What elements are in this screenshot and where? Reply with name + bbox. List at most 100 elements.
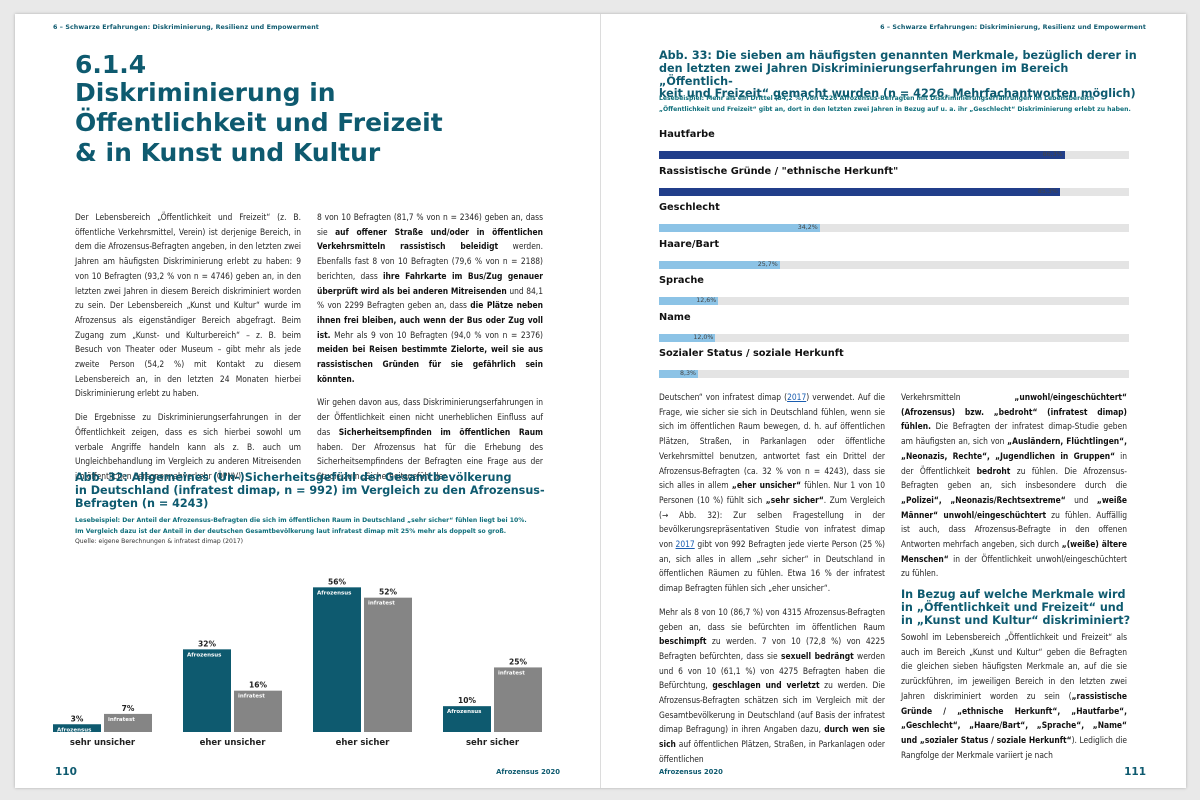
right-page: 6 – Schwarze Erfahrungen: Diskriminierun… [601,14,1186,788]
paragraph: Mehr als 8 von 10 (86,7 %) von 4315 Afro… [659,605,885,767]
section-title: Diskriminierung in Öffentlichkeit und Fr… [75,78,545,168]
bar-infratest [234,690,282,732]
bar-series-label: Afrozensus [187,652,222,658]
text-run: Mehr als 8 von 10 (86,7 %) von 4315 Afro… [659,606,885,632]
ranking-label: Name [659,311,691,323]
ranking-value-label: 8,3% [680,370,696,377]
text-run: zu fühlen. Die Afrozensus-Befragten gebe… [901,465,1127,491]
text-emphasis: Sicherheitsempfinden im öffentlichen Rau… [338,426,543,437]
bar-value-label: 56% [328,577,346,586]
running-header-right: 6 – Schwarze Erfahrungen: Diskriminierun… [880,24,1146,31]
text-run: zu werden. Die Afrozensus-Befragten schä… [659,680,886,735]
figure-32-title: Abb. 32: Allgemeines (Un-)Sicherheitsgef… [75,471,555,510]
category-label: sehr unsicher [70,738,136,748]
footer-publication-left: Afrozensus 2020 [496,768,560,776]
ranking-bar [659,224,820,232]
ranking-value-label: 12,0% [693,333,714,341]
subheading-line: in „Öffentlichkeit und Freizeit“ und [901,601,1124,614]
text-run: auf öffentlichen Plätzen, Straßen, in Pa… [659,739,885,764]
citation-link[interactable]: 2017 [787,392,807,402]
bar-infratest [494,667,542,732]
ranking-bar [659,260,780,269]
body-column-2: 8 von 10 Befragten (81,7 % von n = 2346)… [317,210,543,493]
bar-value-label: 32% [198,639,216,648]
text-emphasis: „rassistische Gründe / „ethnische Herkun… [901,690,1127,745]
text-run: zu fühlen. Auffällig ist auch, dass Afro… [901,509,1127,550]
bar-series-label: Afrozensus [57,727,92,733]
section-title-line: Diskriminierung in [75,78,336,107]
text-emphasis: „unwohl/eingeschüchtert“ (Afrozensus) bz… [901,392,1127,432]
bar-series-label: infratest [238,694,265,700]
ranking-row: Haare/Bart 25,7% [659,239,1129,269]
ranking-track: 12,0% [659,333,1129,342]
bar-value-label: 7% [122,704,135,713]
ranking-label: Haare/Bart [659,238,720,250]
note-line: Lesebeispiel: Der Anteil der Afrozensus-… [75,517,527,524]
paragraph: Verkehrsmitteln „unwohl/eingeschüchtert“… [901,390,1127,581]
text-run: zu werden. 7 von 10 (72,8 %) von 4225 Be… [659,636,885,661]
ranking-label: Rassistische Gründe / "ethnische Herkunf… [659,165,899,177]
figure-title-line: Abb. 32: Allgemeines (Un-)Sicherheitsgef… [75,471,512,484]
security-bar-chart: 3% Afrozensus 7% infratest sehr unsicher 32% A… [53,577,542,748]
text-run: Wir gehen davon aus, dass Diskriminierun… [317,397,543,437]
figure-32-chart: 3% Afrozensus 7% infratest sehr unsicher 32% A… [15,554,600,754]
text-run: ) verwendet. Auf die Frage, wie sicher s… [659,392,885,491]
bar-series-label: infratest [498,670,525,676]
figure-title-line: Befragten (n = 4243) [75,496,209,510]
ranking-value-label: 34,2% [797,224,818,231]
running-header-left: 6 – Schwarze Erfahrungen: Diskriminierun… [53,24,319,31]
ranking-row: Sozialer Status / soziale Herkunft 8,3% [659,348,1129,378]
figure-32-source: Quelle: eigene Berechnungen & infratest … [75,538,243,545]
text-emphasis: sexuell bedrängt [781,650,854,661]
ranking-row: Geschlecht 34,2% [659,202,1129,232]
text-run: Verkehrsmitteln [901,392,1015,402]
ranking-bar [659,333,716,342]
bar-afrozensus [183,649,231,732]
citation-link[interactable]: 2017 [675,539,695,550]
ranking-track: 86,3% [659,151,1129,159]
body-column-4b: Sowohl im Lebensbereich „Öffentlichkeit … [901,630,1127,771]
text-emphasis: meiden bei Reisen bestimmte Zielorte, we… [317,344,543,384]
ranking-bar [659,187,1060,196]
text-emphasis: geschlagen und verletzt [712,680,820,691]
figure-title-line: den letzten zwei Jahren Diskriminierungs… [659,61,1069,88]
text-run: und 84,1 % von 2299 Befragten geben an, … [317,285,543,311]
bar-value-label: 52% [379,588,397,597]
body-column-3: Deutschen“ von infratest dimap (2017) ve… [659,390,885,776]
bar-series-label: infratest [368,601,395,607]
book-spread: 6 – Schwarze Erfahrungen: Diskriminierun… [15,14,1186,788]
ranking-value-label: 25,7% [757,260,778,268]
section-number: 6.1.4 [75,50,147,79]
bar-value-label: 10% [458,696,476,705]
text-run: Deutschen“ von infratest dimap ( [659,392,788,402]
left-page: 6 – Schwarze Erfahrungen: Diskriminierun… [15,14,600,788]
text-emphasis: beschimpft [659,636,707,647]
text-run: gibt von 992 Befragten jede vierte Perso… [659,539,885,594]
figure-32-reading-example: Lesebeispiel: Der Anteil der Afrozensus-… [75,516,555,537]
bar-afrozensus [443,706,491,732]
subheading: In Bezug auf welche Merkmale wird in „Öf… [901,588,1141,627]
bar-series-label: infratest [108,717,135,723]
bar-infratest [364,597,412,732]
bar-value-label: 25% [509,657,527,666]
text-emphasis: auf offener Straße und/oder in öffentlic… [317,226,543,252]
subheading-line: in „Kunst und Kultur“ diskriminiert? [901,614,1131,627]
ranking-row: Rassistische Gründe / "ethnische Herkunf… [659,166,1129,196]
paragraph: Sowohl im Lebensbereich „Öffentlichkeit … [901,630,1127,762]
text-emphasis: „(weiße) ältere Menschen“ [901,539,1127,564]
bar-afrozensus [53,724,101,732]
bar-series-label: Afrozensus [447,709,482,715]
figure-33-title: Abb. 33: Die sieben am häufigsten genann… [659,49,1139,101]
text-run: fühlen. Nur 1 von 10 Personen (10 %) füh… [659,480,886,505]
ranking-label: Hautfarbe [659,129,715,140]
text-run: Mehr als 9 von 10 Befragten (94,0 % von … [330,329,543,340]
ranking-track: 34,2% [659,224,1129,232]
ranking-value-label: 85,3% [1037,187,1058,195]
text-emphasis: bedroht [976,465,1011,476]
body-column-4: Verkehrsmitteln „unwohl/eingeschüchtert“… [901,390,1127,590]
text-run: . Zum Vergleich (→ Abb. 32): Zur selben … [659,494,885,550]
ranking-label: Geschlecht [659,202,720,213]
text-run: und [1065,494,1097,505]
figure-title-line: keit und Freizeit“ gemacht wurden (n = 4… [659,87,1136,101]
category-label: eher unsicher [200,738,267,748]
